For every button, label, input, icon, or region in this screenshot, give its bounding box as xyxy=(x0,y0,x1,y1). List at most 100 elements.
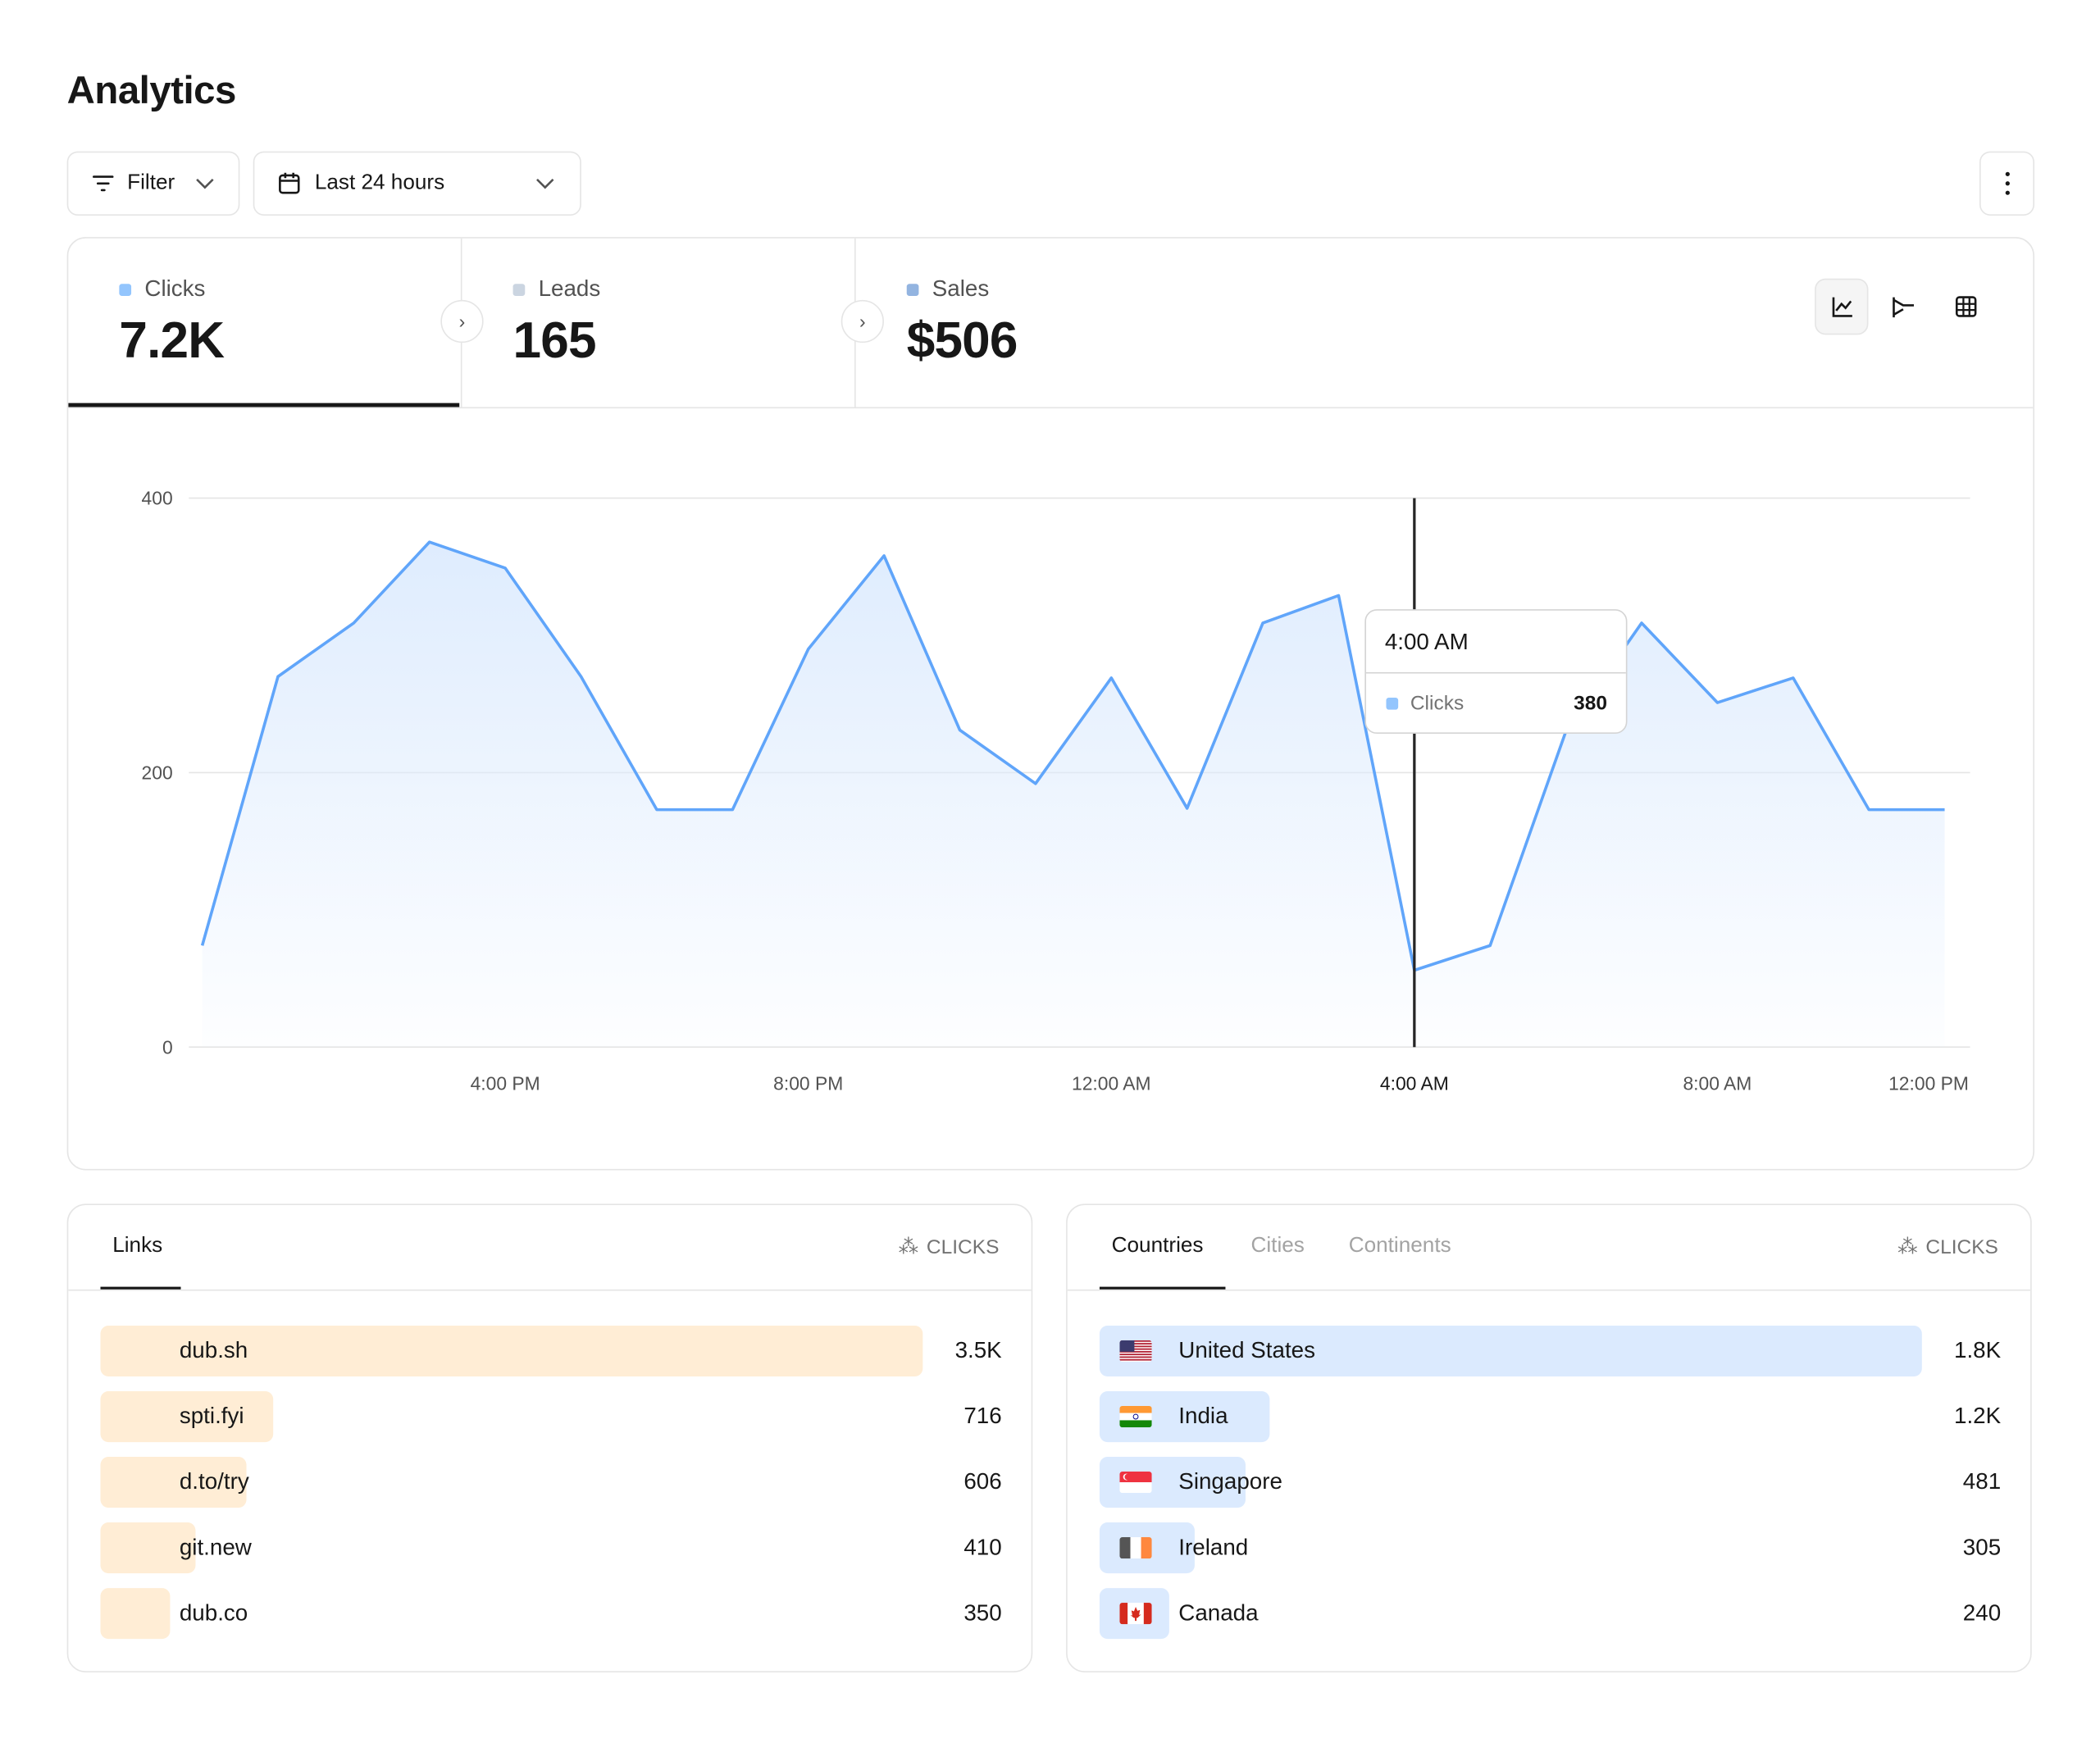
metric-selector[interactable]: ⁂ CLICKS xyxy=(898,1235,1000,1259)
selected-indicator xyxy=(68,403,460,407)
list-item[interactable]: India 1.2K xyxy=(1099,1390,2002,1443)
tooltip-title: 4:00 AM xyxy=(1384,629,1469,655)
item-value: 1.8K xyxy=(1954,1337,2002,1363)
list-item[interactable]: undefined dub.sh 3.5K xyxy=(100,1325,1002,1377)
flag-sg-icon xyxy=(1118,1466,1152,1499)
tab-continents[interactable]: Continents xyxy=(1348,1234,1451,1258)
value-bar xyxy=(100,1325,923,1377)
metric-value: 165 xyxy=(512,313,597,370)
vertical-dots-icon xyxy=(2004,171,2010,195)
date-range-select[interactable]: Last 24 hours xyxy=(253,151,581,216)
metric-label: CLICKS xyxy=(926,1235,1000,1258)
tab-countries[interactable]: Countries xyxy=(1111,1234,1204,1258)
sales-swatch xyxy=(906,283,919,296)
metric-tab-sales[interactable]: Sales $506 xyxy=(854,238,1256,407)
flag-undefined-icon: undefined xyxy=(119,1466,153,1499)
item-name: dub.sh xyxy=(179,1337,248,1363)
flag-undefined-icon: undefined xyxy=(119,1335,153,1368)
metric-label: CLICKS xyxy=(1925,1235,1998,1258)
item-value: 606 xyxy=(963,1468,1002,1495)
x-tick-label: 12:00 PM xyxy=(1888,1073,1969,1094)
item-value: 481 xyxy=(1962,1468,2002,1495)
x-tick-label: 8:00 PM xyxy=(773,1073,843,1094)
value-bar xyxy=(100,1588,171,1640)
line-chart-view-button[interactable] xyxy=(1815,278,1869,335)
list-item[interactable]: undefined git.new 410 xyxy=(100,1522,1002,1574)
list-item[interactable]: undefined d.to/try 606 xyxy=(100,1457,1002,1508)
flag-ie-icon xyxy=(1118,1531,1152,1565)
tab-links[interactable]: Links xyxy=(112,1234,163,1258)
item-name: d.to/try xyxy=(179,1468,249,1495)
leads-swatch xyxy=(512,283,526,296)
value-bar xyxy=(100,1390,274,1443)
chevron-down-icon xyxy=(536,178,554,189)
value-bar xyxy=(100,1522,196,1574)
selected-indicator xyxy=(1099,1286,1226,1290)
item-name: India xyxy=(1178,1403,1228,1429)
links-panel: Links ⁂CLICKS undefineddub.sh3.5Kundefin… xyxy=(66,1203,1033,1672)
divider xyxy=(1365,671,1626,674)
item-value: 716 xyxy=(963,1403,1002,1429)
flag-in-icon xyxy=(1118,1400,1152,1434)
x-tick-label: 4:00 AM xyxy=(1380,1073,1449,1094)
filter-label: Filter xyxy=(127,171,175,194)
y-tick-label: 200 xyxy=(142,762,173,784)
table-grid-icon xyxy=(1955,296,1977,317)
tooltip-series: Clicks xyxy=(1410,692,1465,716)
value-bar xyxy=(1099,1325,1922,1377)
table-view-button[interactable] xyxy=(1939,279,1993,335)
flag-us-icon xyxy=(1118,1335,1152,1368)
item-value: 1.2K xyxy=(1954,1403,2002,1429)
chevron-right-icon: › xyxy=(840,299,884,344)
series-line-clicks xyxy=(200,540,1945,972)
metric-value: $506 xyxy=(906,313,1018,370)
clicks-area-chart[interactable]: 0 200 400 4:00 PM 8:00 PM 12:00 AM 4:00 AM 8:00… xyxy=(68,239,2034,1171)
line-chart-icon xyxy=(1831,296,1852,316)
funnel-view-button[interactable] xyxy=(1876,279,1929,335)
y-tick-label: 400 xyxy=(142,488,173,509)
funnel-icon xyxy=(1892,296,1914,317)
metric-tab-leads[interactable]: Leads 165 xyxy=(460,238,854,407)
flag-ca-icon xyxy=(1118,1597,1152,1631)
flag-undefined-icon: undefined xyxy=(119,1531,153,1565)
list-item[interactable]: undefined spti.fyi 716 xyxy=(100,1390,1002,1443)
item-name: Singapore xyxy=(1178,1468,1282,1495)
metric-value: 7.2K xyxy=(119,313,225,370)
item-value: 3.5K xyxy=(954,1337,1002,1363)
chevron-down-icon xyxy=(196,178,214,189)
metric-tab-clicks[interactable]: Clicks 7.2K xyxy=(68,239,461,407)
selected-indicator xyxy=(100,1286,181,1290)
item-name: Canada xyxy=(1178,1599,1259,1626)
cursor-click-icon: ⁂ xyxy=(898,1235,919,1259)
filter-button[interactable]: Filter xyxy=(66,151,240,216)
tab-cities[interactable]: Cities xyxy=(1250,1234,1305,1258)
clicks-swatch xyxy=(119,283,132,296)
value-bar xyxy=(100,1457,247,1508)
area-fill xyxy=(202,542,1945,1048)
x-tick-label: 12:00 AM xyxy=(1072,1073,1151,1094)
list-item[interactable]: Ireland 305 xyxy=(1099,1522,2001,1574)
page-title: Analytics xyxy=(66,69,237,113)
chevron-right-icon: › xyxy=(440,299,484,344)
list-item[interactable]: undefined dub.co 350 xyxy=(100,1588,1002,1640)
list-item[interactable]: Canada 240 xyxy=(1099,1588,2002,1640)
more-options-button[interactable] xyxy=(1979,151,2034,216)
item-name: spti.fyi xyxy=(179,1403,244,1429)
metric-selector[interactable]: ⁂ CLICKS xyxy=(1897,1235,1998,1259)
list-item[interactable]: Singapore 481 xyxy=(1099,1457,2002,1508)
item-name: git.new xyxy=(179,1534,252,1560)
item-name: United States xyxy=(1178,1337,1316,1363)
chart-tooltip: 4:00 AM Clicks 380 xyxy=(1364,609,1628,735)
item-name: dub.co xyxy=(179,1599,248,1626)
cursor-click-icon: ⁂ xyxy=(1897,1235,1918,1259)
item-name: Ireland xyxy=(1178,1534,1249,1560)
item-value: 410 xyxy=(963,1534,1002,1560)
analytics-chart-card: Clicks 7.2K › Leads 165 › Sales $506 0 20… xyxy=(66,237,2034,1171)
clicks-swatch xyxy=(1386,697,1399,710)
list-item[interactable]: United States 1.8K xyxy=(1099,1325,2002,1377)
metric-label: Leads xyxy=(538,275,601,302)
item-value: 240 xyxy=(1962,1599,2002,1626)
y-tick-label: 0 xyxy=(162,1036,173,1058)
geo-panel: Countries Cities Continents ⁂ CLICKS Unit… xyxy=(1066,1203,2032,1672)
x-tick-label: 8:00 AM xyxy=(1683,1073,1752,1094)
